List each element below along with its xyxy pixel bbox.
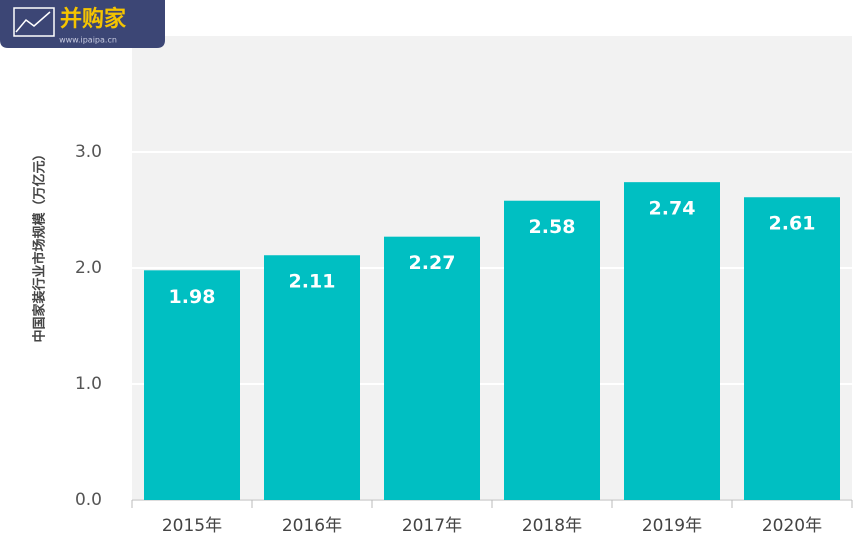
bar: [384, 236, 480, 500]
y-tick-label: 2.0: [75, 258, 102, 278]
x-tick-label: 2019年: [642, 516, 702, 536]
bar: [504, 200, 600, 500]
y-axis-label: 中国家装行业市场规模（万亿元）: [32, 147, 48, 342]
bar: [144, 270, 240, 500]
logo-title: 并购家: [60, 6, 127, 32]
value-label: 1.98: [169, 286, 216, 308]
logo-icon-line: [15, 11, 51, 33]
y-tick-label: 0.0: [75, 490, 102, 510]
x-tick-label: 2016年: [282, 516, 342, 536]
value-label: 2.27: [409, 252, 456, 274]
bar: [624, 182, 720, 500]
y-tick-label: 1.0: [75, 374, 102, 394]
bar: [744, 197, 840, 501]
bar: [264, 255, 360, 500]
logo-url: www.ipaipa.cn: [59, 36, 117, 45]
logo-icon: [13, 7, 55, 37]
value-label: 2.11: [289, 271, 336, 293]
value-label: 2.58: [529, 216, 576, 238]
logo: 并购家 www.ipaipa.cn: [0, 0, 165, 48]
x-tick-label: 2020年: [762, 516, 822, 536]
value-label: 2.61: [769, 213, 816, 235]
y-tick-label: 3.0: [75, 142, 102, 162]
x-tick-label: 2017年: [402, 516, 462, 536]
value-label: 2.74: [649, 198, 696, 220]
x-tick-label: 2018年: [522, 516, 582, 536]
x-tick-label: 2015年: [162, 516, 222, 536]
